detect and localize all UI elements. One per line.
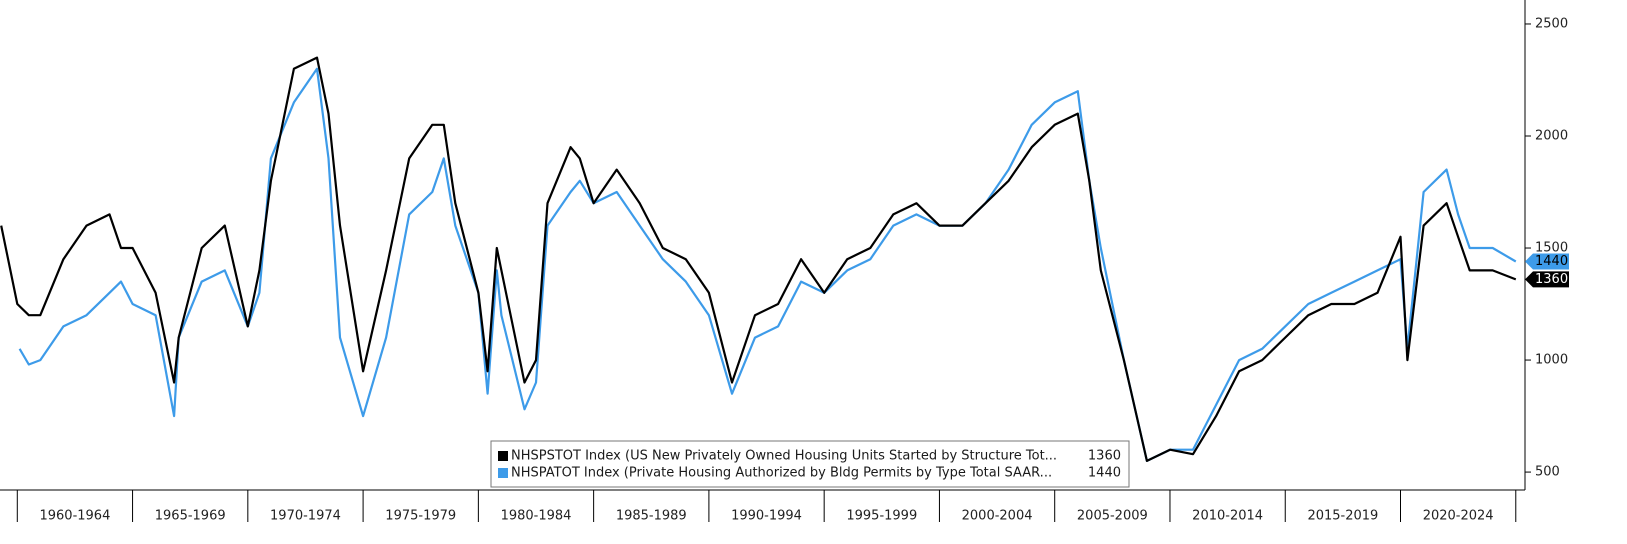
series-line [18, 67, 1517, 462]
legend-swatch [498, 468, 508, 478]
series-line [0, 56, 1517, 462]
x-tick-label: 2010-2014 [1192, 509, 1263, 524]
legend-value: 1360 [1088, 449, 1121, 464]
x-tick-label: 1990-1994 [731, 509, 802, 524]
legend-box [490, 440, 1130, 488]
x-tick-label: 1985-1989 [616, 509, 687, 524]
y-tick-label: 1000 [1535, 353, 1568, 368]
last-value-label: 1360 [1535, 272, 1568, 287]
y-tick-label: 1500 [1535, 241, 1568, 256]
y-tick-label: 500 [1535, 465, 1560, 480]
x-tick-label: 1980-1984 [501, 509, 572, 524]
last-value-badge [1525, 271, 1569, 288]
x-tick-label: 2005-2009 [1077, 509, 1148, 524]
x-tick-label: 1965-1969 [155, 509, 226, 524]
x-tick-label: 1975-1979 [385, 509, 456, 524]
x-tick-label: 2020-2024 [1423, 509, 1494, 524]
legend-label: NHSPSTOT Index (US New Privately Owned H… [511, 449, 1057, 464]
legend-value: 1440 [1088, 466, 1121, 481]
last-value-badge [1525, 253, 1569, 270]
legend-swatch [498, 451, 508, 461]
x-tick-label: 2000-2004 [962, 509, 1033, 524]
x-tick-label: 2015-2019 [1307, 509, 1378, 524]
y-tick-label: 2000 [1535, 128, 1568, 143]
legend-label: NHSPATOT Index (Private Housing Authoriz… [511, 466, 1052, 481]
x-tick-label: 1960-1964 [39, 509, 110, 524]
x-tick-label: 1995-1999 [846, 509, 917, 524]
legend: NHSPSTOT Index (US New Privately Owned H… [490, 440, 1130, 488]
y-tick-label: 2500 [1535, 16, 1568, 31]
x-tick-label: 1970-1974 [270, 509, 341, 524]
last-value-label: 1440 [1535, 254, 1568, 269]
